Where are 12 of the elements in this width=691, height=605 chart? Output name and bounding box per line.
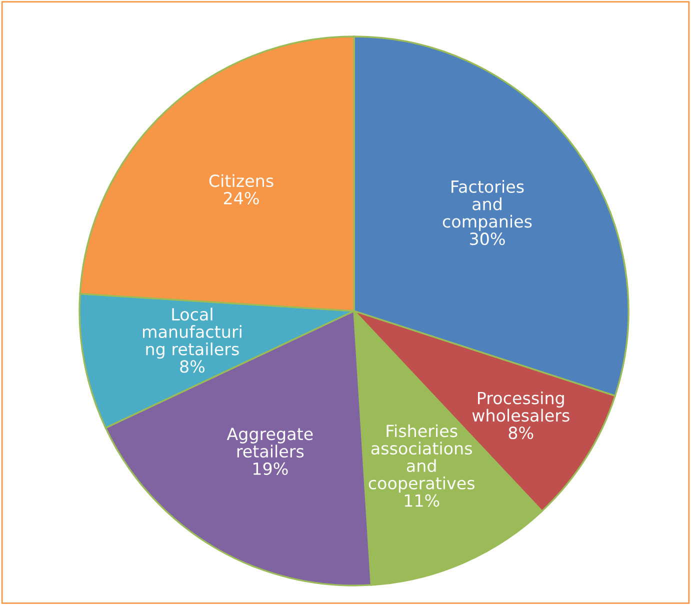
slice-label: Factories and companies [442,180,532,231]
data-label: 8% [508,426,534,440]
data-label: 24% [224,192,259,204]
data-label: 11% [404,494,440,507]
slice-label: Citizens [209,174,274,188]
slice-label: Fisheries associations and cooperatives [368,424,474,493]
slice-label: Processing wholesalers [472,391,570,422]
slice-label: Aggregate retailers [226,428,313,458]
data-label: 19% [253,462,288,475]
data-label: 8% [180,360,205,373]
data-label: 30% [470,232,505,246]
slice-label: Local manufacturi ng retailers [143,308,242,359]
